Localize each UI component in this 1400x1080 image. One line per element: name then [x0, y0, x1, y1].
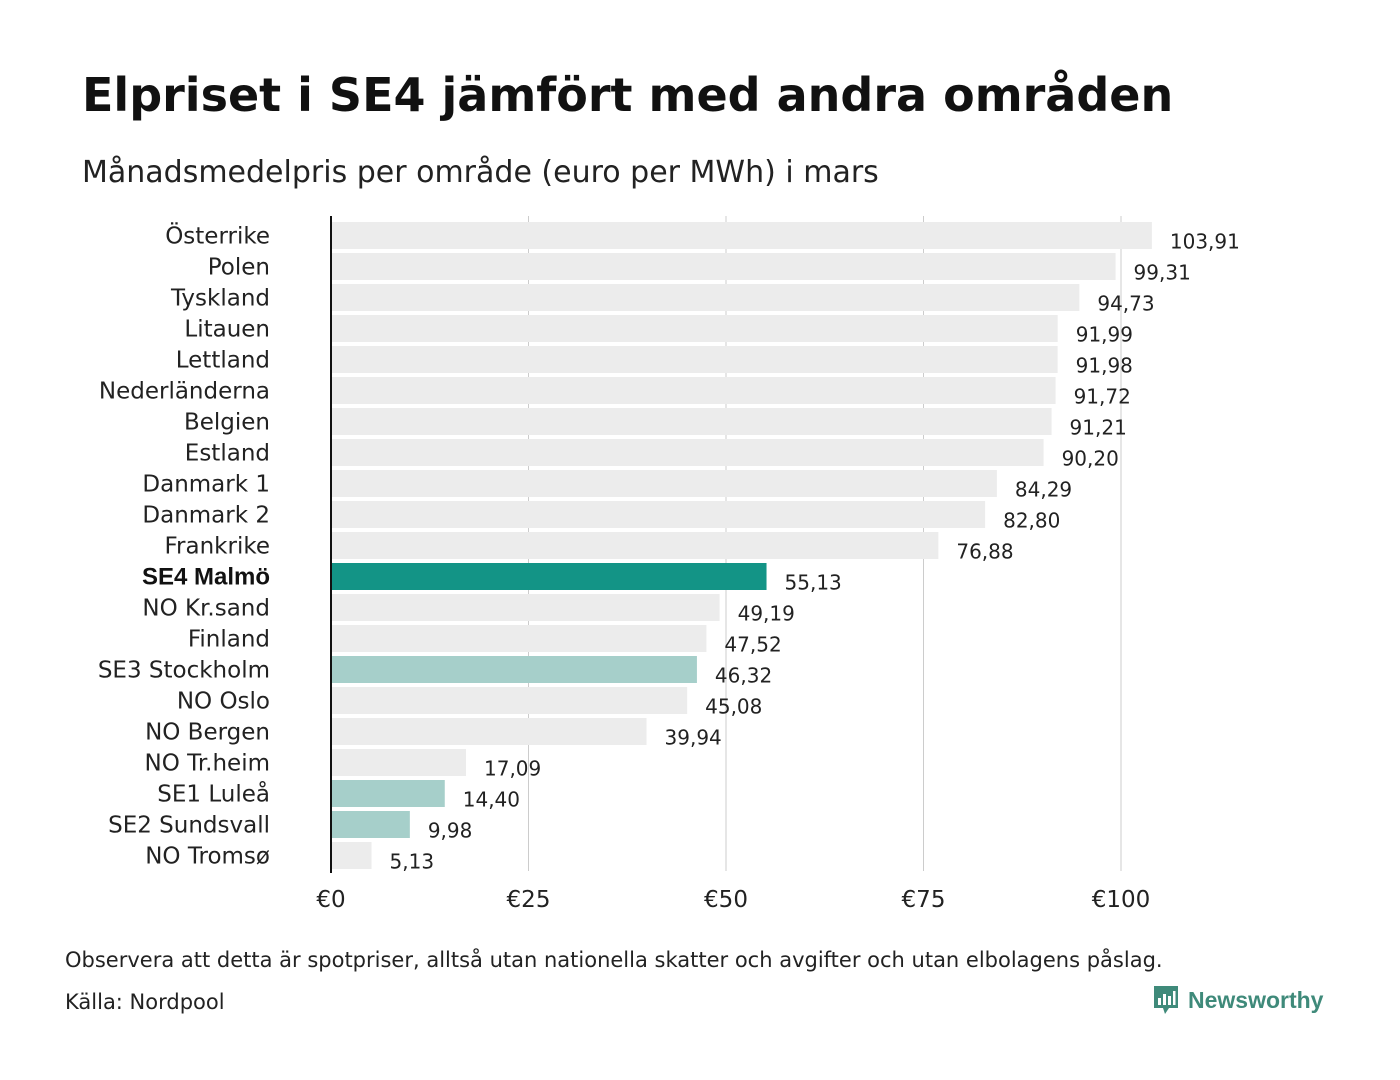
- bar: [331, 842, 372, 869]
- bar: [331, 594, 720, 621]
- x-tick-label: €0: [316, 887, 345, 913]
- category-label: NO Tromsø: [145, 844, 270, 870]
- category-label: NO Oslo: [177, 689, 270, 715]
- value-labels: 103,91 99,31 94,73 91,99 91,98 91,72 91,21 90,2…: [390, 230, 1240, 874]
- x-tick-label: €100: [1092, 887, 1151, 913]
- bar: [331, 377, 1056, 404]
- value-label: 47,52: [724, 633, 781, 657]
- bar: [331, 563, 767, 590]
- bar: [331, 439, 1044, 466]
- bar: [331, 408, 1052, 435]
- category-label: Lettland: [176, 348, 270, 374]
- value-label: 49,19: [738, 602, 795, 626]
- category-label: NO Bergen: [145, 720, 270, 746]
- bar: [331, 315, 1058, 342]
- category-label: Österrike: [165, 222, 270, 250]
- value-label: 103,91: [1170, 230, 1240, 254]
- category-label: Danmark 1: [142, 472, 270, 498]
- value-label: 99,31: [1134, 261, 1191, 285]
- bar: [331, 222, 1152, 249]
- category-label: Finland: [188, 627, 270, 653]
- value-label: 90,20: [1062, 447, 1119, 471]
- newsworthy-logo-icon: [1154, 986, 1178, 1014]
- bar: [331, 625, 707, 652]
- category-label: Frankrike: [165, 534, 271, 560]
- brand-logo: Newsworthy: [1152, 984, 1323, 1016]
- value-label: 46,32: [715, 664, 772, 688]
- value-label: 91,21: [1070, 416, 1127, 440]
- category-label: SE3 Stockholm: [98, 658, 270, 684]
- category-label: SE1 Luleå: [157, 780, 270, 808]
- value-label: 45,08: [705, 695, 762, 719]
- value-label: 91,99: [1076, 323, 1133, 347]
- category-label: SE2 Sundsvall: [108, 813, 270, 839]
- bar: [331, 532, 939, 559]
- x-axis-ticks: €0 €25 €50 €75 €100: [316, 887, 1150, 913]
- bar: [331, 749, 467, 776]
- category-label: Belgien: [184, 410, 270, 436]
- category-label: Litauen: [184, 317, 270, 343]
- chart-subtitle: Månadsmedelpris per område (euro per MWh…: [82, 155, 879, 190]
- value-label: 5,13: [390, 850, 435, 874]
- category-labels: Österrike Polen Tyskland Litauen Lettland Ned…: [98, 222, 270, 870]
- chart-title: Elpriset i SE4 jämfört med andra områden: [82, 68, 1174, 122]
- value-label: 84,29: [1015, 478, 1072, 502]
- bar: [331, 284, 1080, 311]
- category-label: Polen: [208, 255, 270, 281]
- value-label: 17,09: [484, 757, 541, 781]
- category-label: Nederländerna: [99, 379, 270, 405]
- x-tick-label: €75: [902, 887, 946, 913]
- value-label: 91,72: [1074, 385, 1131, 409]
- value-label: 82,80: [1003, 509, 1060, 533]
- footnote: Observera att detta är spotpriser, allts…: [65, 948, 1163, 972]
- bar: [331, 718, 647, 745]
- bar: [331, 780, 445, 807]
- brand-name: Newsworthy: [1188, 986, 1324, 1013]
- value-label: 94,73: [1097, 292, 1154, 316]
- bar: [331, 656, 697, 683]
- value-label: 9,98: [428, 819, 473, 843]
- bar: [331, 811, 410, 838]
- x-tick-label: €50: [704, 887, 748, 913]
- bar: [331, 346, 1058, 373]
- bars: [331, 222, 1152, 869]
- bar-chart: Österrike Polen Tyskland Litauen Lettland Ned…: [98, 216, 1240, 913]
- value-label: 91,98: [1076, 354, 1133, 378]
- category-label: SE4 Malmö: [142, 564, 270, 591]
- category-label: NO Tr.heim: [145, 751, 270, 777]
- category-label: NO Kr.sand: [142, 596, 270, 622]
- source-credit: Källa: Nordpool: [65, 990, 225, 1014]
- value-label: 55,13: [785, 571, 842, 595]
- value-label: 14,40: [463, 788, 520, 812]
- category-label: Estland: [185, 441, 270, 467]
- value-label: 76,88: [956, 540, 1013, 564]
- bar: [331, 470, 997, 497]
- x-tick-label: €25: [507, 887, 551, 913]
- bar: [331, 687, 688, 714]
- category-label: Danmark 2: [142, 503, 270, 529]
- category-label: Tyskland: [170, 286, 270, 312]
- value-label: 39,94: [665, 726, 722, 750]
- bar: [331, 253, 1116, 280]
- bar: [331, 501, 986, 528]
